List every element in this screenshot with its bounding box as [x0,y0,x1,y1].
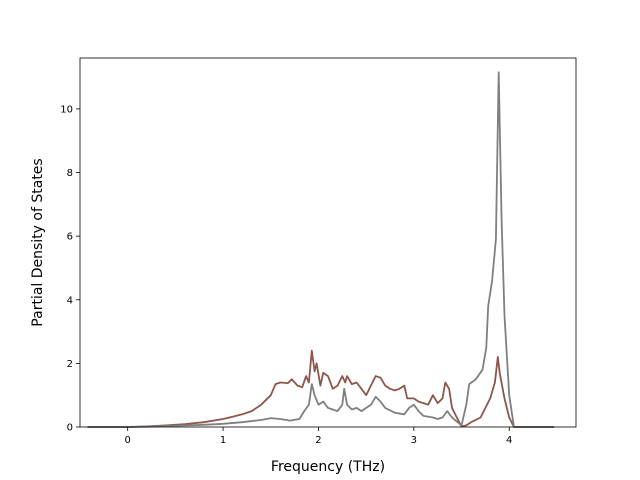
series-line-1 [87,349,555,428]
plot-frame [79,57,577,428]
y-tick-label: 6 [67,232,73,243]
y-axis-ticks: 0 2 4 6 8 10 [60,104,80,434]
x-axis-label: Frequency (THz) [271,459,385,475]
x-tick-label: 4 [506,435,512,446]
series-line-2 [87,71,555,428]
x-tick-label: 1 [220,435,226,446]
y-tick-label: 10 [60,104,73,115]
x-tick-label: 3 [411,435,417,446]
y-tick-label: 8 [67,168,73,179]
y-axis-label: Partial Density of States [30,158,46,326]
y-tick-label: 0 [67,423,73,434]
series-lines [87,71,555,428]
y-tick-label: 2 [67,359,73,370]
x-tick-label: 0 [125,435,131,446]
x-axis-ticks: 0 1 2 3 4 [125,427,512,446]
x-tick-label: 2 [315,435,321,446]
y-tick-label: 4 [67,295,73,306]
